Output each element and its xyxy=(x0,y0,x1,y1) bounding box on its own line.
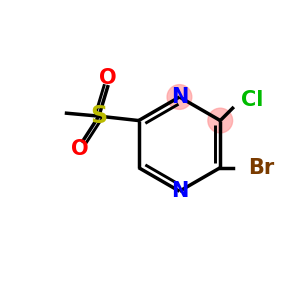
Text: O: O xyxy=(71,140,88,159)
Text: Br: Br xyxy=(248,158,274,178)
Text: S: S xyxy=(90,104,107,128)
Text: N: N xyxy=(171,181,188,201)
Circle shape xyxy=(167,85,192,110)
Text: O: O xyxy=(99,68,116,88)
Circle shape xyxy=(208,108,232,133)
Text: Cl: Cl xyxy=(241,90,263,110)
Text: N: N xyxy=(171,87,188,107)
